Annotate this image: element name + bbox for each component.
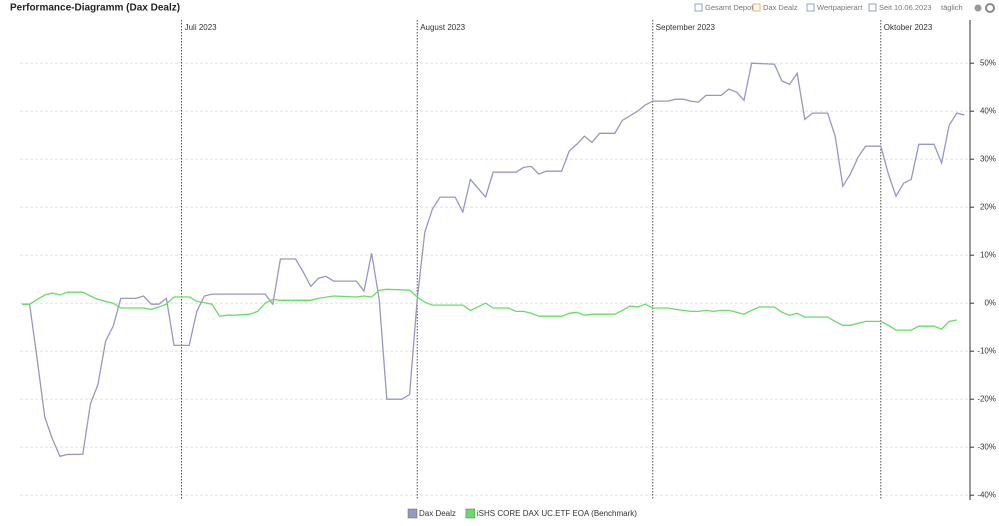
toolbar-item[interactable]: Wertpapierart xyxy=(817,3,863,12)
x-tick-label: September 2023 xyxy=(656,23,716,32)
y-tick-label: -20% xyxy=(977,394,996,403)
toolbar-icon[interactable] xyxy=(694,3,703,12)
y-tick-label: -10% xyxy=(977,346,996,355)
y-tick-label: -30% xyxy=(977,442,996,451)
toolbar: Gesamt Depot Dax Dealz Wertpapierart Seit 1… xyxy=(694,3,963,12)
toolbar-icon[interactable] xyxy=(752,3,761,12)
toolbar-item[interactable]: täglich xyxy=(941,3,963,12)
y-tick-label: 0% xyxy=(984,298,996,307)
chart-title: Performance-Diagramm (Dax Dealz) xyxy=(10,3,180,14)
y-tick-label: 50% xyxy=(980,58,996,67)
y-tick-label: 40% xyxy=(980,106,996,115)
settings-icon[interactable] xyxy=(985,3,995,13)
toolbar-item[interactable]: Seit 10.06.2023 xyxy=(879,3,932,12)
legend-swatch xyxy=(407,508,418,519)
y-tick-label: -40% xyxy=(977,490,996,499)
x-tick-label: August 2023 xyxy=(420,23,465,32)
user-icon[interactable] xyxy=(974,4,982,12)
series-line xyxy=(22,62,965,458)
toolbar-icon[interactable] xyxy=(806,3,815,12)
legend-label: Dax Dealz xyxy=(419,509,456,518)
series-line xyxy=(22,288,957,331)
y-tick-label: 10% xyxy=(980,250,996,259)
x-tick-label: Oktober 2023 xyxy=(884,23,933,32)
legend-label: iSHS CORE DAX UC.ETF EOA (Benchmark) xyxy=(477,509,637,518)
y-tick-label: 30% xyxy=(980,154,996,163)
x-tick-label: Juli 2023 xyxy=(185,23,218,32)
y-tick-label: 20% xyxy=(980,202,996,211)
toolbar-icon[interactable] xyxy=(868,3,877,12)
toolbar-item[interactable]: Dax Dealz xyxy=(763,3,798,12)
legend-swatch xyxy=(465,508,476,519)
toolbar-item[interactable]: Gesamt Depot xyxy=(705,3,754,12)
